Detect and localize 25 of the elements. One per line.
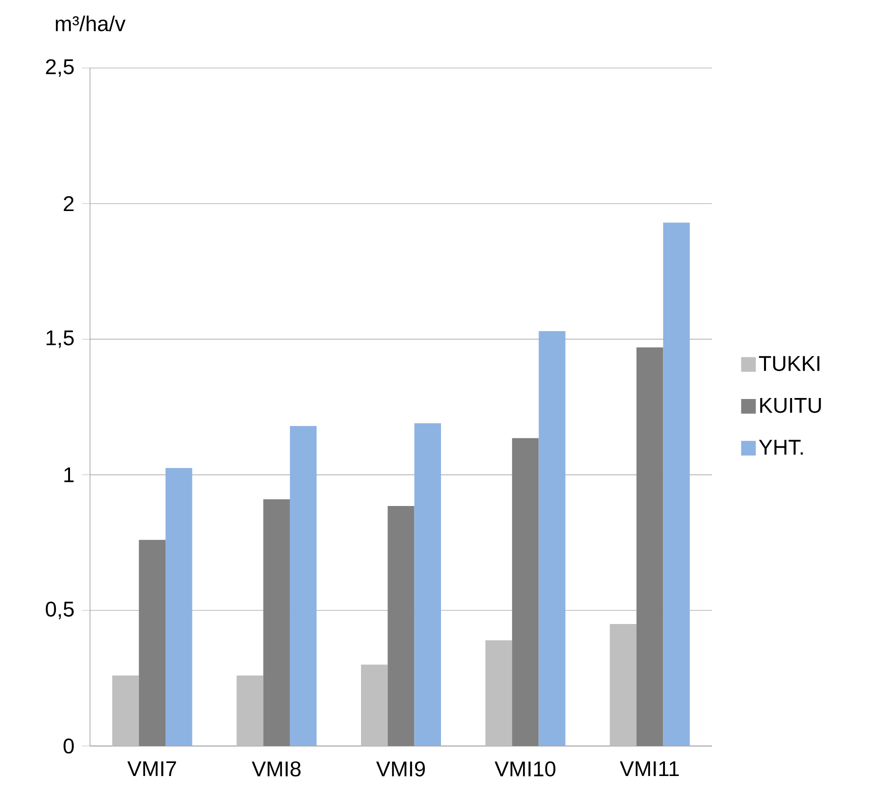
x-tick-label: VMI11 — [620, 761, 679, 776]
y-tick-label: 1 — [64, 467, 74, 482]
bar — [485, 640, 512, 746]
y-tick-label: 2 — [64, 196, 74, 212]
y-tick-label: 2,5 — [46, 59, 74, 77]
y-tick-label: 1,5 — [46, 330, 74, 348]
y-tick-label: 0 — [64, 738, 74, 754]
x-tick-label: VMI7 — [127, 761, 176, 776]
bar — [610, 624, 636, 746]
bar — [414, 423, 442, 746]
bar — [290, 426, 317, 746]
x-tick-label: VMI10 — [494, 761, 556, 776]
bar — [361, 664, 388, 746]
bar — [663, 222, 690, 746]
x-tick-label: VMI9 — [376, 761, 425, 776]
legend-label: KUITU — [760, 398, 821, 413]
x-tick-label: VMI8 — [252, 761, 301, 776]
bar — [538, 331, 566, 746]
bar — [236, 675, 264, 746]
bar — [166, 468, 192, 746]
bar — [112, 675, 139, 746]
legend-label: YHT. — [758, 440, 803, 455]
y-axis-title: m³/ha/v — [56, 16, 126, 32]
legend-label: TUKKI — [758, 356, 820, 372]
y-tick-label: 0,5 — [46, 602, 74, 620]
